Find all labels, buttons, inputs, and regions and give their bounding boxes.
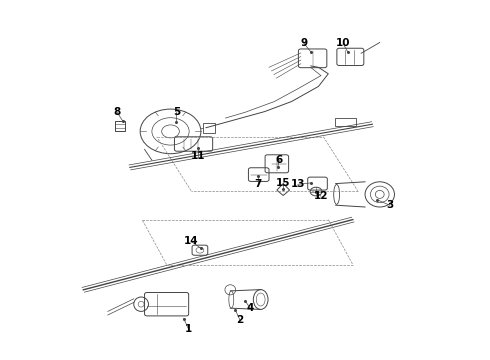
Text: 9: 9 bbox=[300, 38, 307, 48]
Text: 2: 2 bbox=[237, 315, 244, 325]
Text: 5: 5 bbox=[173, 107, 180, 117]
Bar bbox=[203, 123, 215, 133]
Text: 11: 11 bbox=[191, 150, 206, 161]
Text: 10: 10 bbox=[336, 38, 350, 48]
Bar bbox=[335, 118, 356, 126]
Text: 15: 15 bbox=[276, 178, 291, 188]
Text: 4: 4 bbox=[246, 303, 254, 313]
Bar bbox=[115, 121, 125, 131]
Text: 12: 12 bbox=[314, 191, 328, 201]
Text: 3: 3 bbox=[386, 200, 393, 210]
Text: 1: 1 bbox=[185, 324, 192, 334]
Text: 6: 6 bbox=[276, 155, 283, 165]
Text: 14: 14 bbox=[184, 236, 198, 246]
Text: 8: 8 bbox=[113, 107, 120, 117]
Text: 13: 13 bbox=[291, 179, 305, 189]
Text: 7: 7 bbox=[254, 179, 262, 189]
